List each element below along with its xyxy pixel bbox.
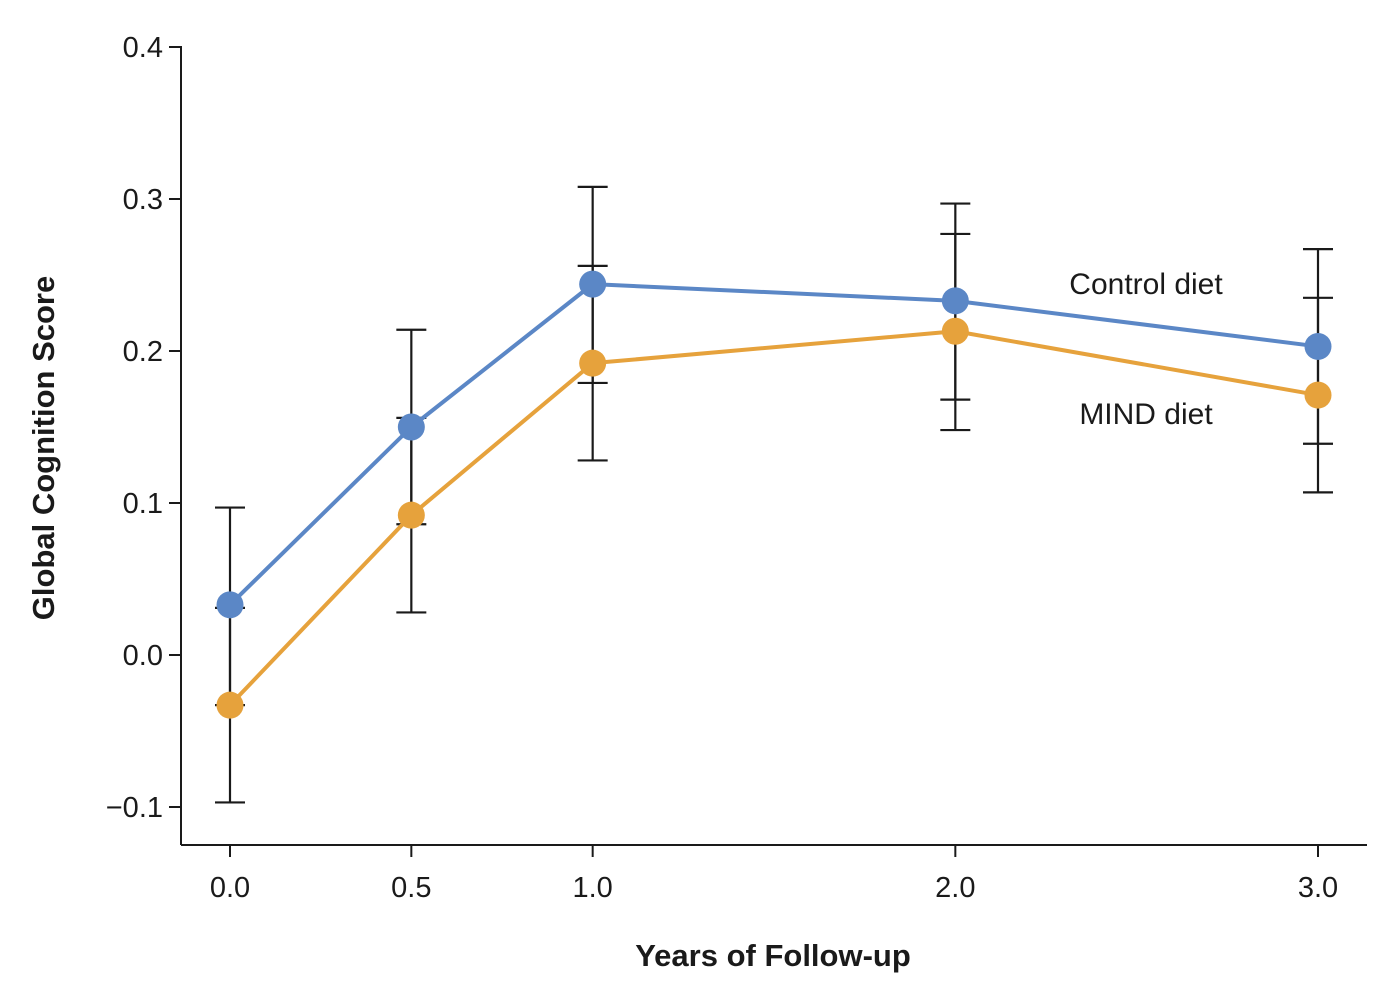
x-tick-label: 2.0 xyxy=(935,872,975,904)
data-point-mind-diet xyxy=(1304,381,1332,409)
x-tick-label: 3.0 xyxy=(1298,872,1338,904)
y-tick-label: 0.0 xyxy=(123,640,163,672)
data-points xyxy=(216,270,1332,719)
x-axis-title: Years of Follow-up xyxy=(635,938,911,973)
series-labels: Control diet MIND diet xyxy=(1069,268,1223,431)
x-tick-label: 1.0 xyxy=(573,872,613,904)
data-point-control-diet xyxy=(579,270,607,298)
data-point-control-diet xyxy=(1304,332,1332,360)
x-tick-label: 0.0 xyxy=(210,872,250,904)
data-point-mind-diet xyxy=(216,691,244,719)
y-axis-title: Global Cognition Score xyxy=(26,276,61,620)
data-point-control-diet xyxy=(941,287,969,315)
y-axis-ticks: −0.1 0.0 0.1 0.2 0.3 0.4 xyxy=(106,32,181,824)
x-tick-label: 0.5 xyxy=(391,872,431,904)
data-point-mind-diet xyxy=(397,501,425,529)
series-line-control-diet xyxy=(228,282,1319,607)
data-point-mind-diet xyxy=(941,317,969,345)
y-tick-label: −0.1 xyxy=(106,792,163,824)
data-point-mind-diet xyxy=(579,349,607,377)
y-tick-label: 0.1 xyxy=(123,488,163,520)
series-label-mind-diet: MIND diet xyxy=(1079,398,1213,431)
data-point-control-diet xyxy=(397,413,425,441)
x-axis-ticks: 0.0 0.5 1.0 2.0 3.0 xyxy=(210,845,1338,904)
series-lines xyxy=(228,282,1319,707)
y-tick-label: 0.2 xyxy=(123,336,163,368)
y-tick-label: 0.4 xyxy=(123,32,163,64)
series-line-mind-diet xyxy=(228,329,1319,707)
data-point-control-diet xyxy=(216,591,244,619)
series-label-control-diet: Control diet xyxy=(1069,268,1223,301)
y-tick-label: 0.3 xyxy=(123,184,163,216)
axes xyxy=(180,46,1367,846)
